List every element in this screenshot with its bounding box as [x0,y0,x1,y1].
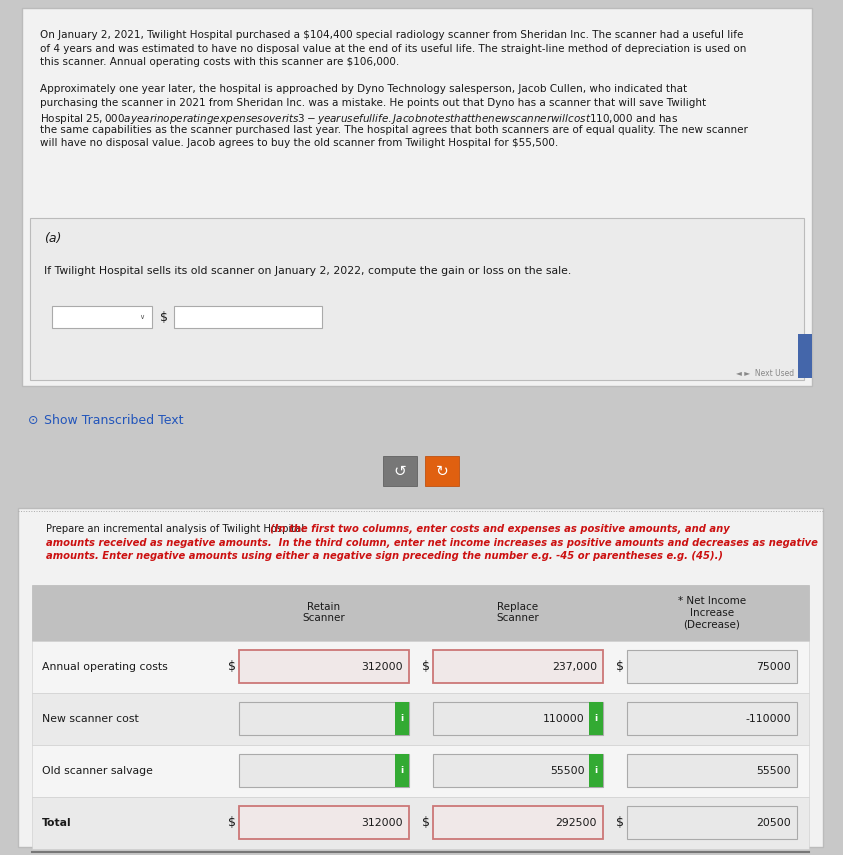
Text: i: i [400,766,404,775]
Bar [52,306,152,328]
Text: Replace
Scanner: Replace Scanner [497,602,540,623]
Text: ↻: ↻ [436,463,448,479]
Bar [18,508,823,847]
Text: Retain
Scanner: Retain Scanner [303,602,346,623]
Text: amounts. Enter negative amounts using either a negative sign preceding the numbe: amounts. Enter negative amounts using ei… [46,551,723,561]
Bar [798,334,812,378]
Bar [589,702,603,735]
Text: ∨: ∨ [139,314,144,320]
Bar [239,702,409,735]
Text: ◄ ►  Next Used: ◄ ► Next Used [736,369,794,378]
Text: $: $ [422,660,430,673]
Bar [395,754,409,787]
Bar [239,754,409,787]
Bar [627,650,797,683]
Bar [433,650,603,683]
Text: (a): (a) [44,232,62,245]
Text: this scanner. Annual operating costs with this scanner are $106,000.: this scanner. Annual operating costs wit… [40,57,400,67]
Bar [22,8,812,386]
Bar [395,702,409,735]
Text: Total: Total [42,817,72,828]
Text: -110000: -110000 [745,714,791,723]
Text: 55500: 55500 [756,765,791,775]
Text: $: $ [616,816,624,829]
Text: 55500: 55500 [550,765,585,775]
Text: $: $ [616,660,624,673]
Text: Hospital $25,000 a year in operating expenses over its 3-year useful life. Jacob: Hospital $25,000 a year in operating exp… [40,111,678,126]
Bar [30,218,804,380]
Text: Show Transcribed Text: Show Transcribed Text [44,414,184,427]
Text: will have no disposal value. Jacob agrees to buy the old scanner from Twilight H: will have no disposal value. Jacob agree… [40,139,558,149]
Bar [32,797,809,848]
Text: * Net Income
Increase
(Decrease): * Net Income Increase (Decrease) [678,596,746,629]
Text: i: i [400,714,404,723]
Text: amounts received as negative amounts.  In the third column, enter net income inc: amounts received as negative amounts. In… [46,538,818,547]
Bar [239,806,409,839]
Text: 237,000: 237,000 [552,662,597,671]
Text: Old scanner salvage: Old scanner salvage [42,765,153,775]
Text: 292500: 292500 [556,817,597,828]
Text: i: i [594,714,598,723]
Bar [627,702,797,735]
Text: $: $ [160,310,168,323]
Text: $: $ [228,816,236,829]
Bar [627,754,797,787]
Bar [239,650,409,683]
Bar [433,754,603,787]
Bar [425,456,459,486]
Bar [433,806,603,839]
Text: New scanner cost: New scanner cost [42,714,139,723]
Bar [383,456,417,486]
Text: ⊙: ⊙ [28,414,39,427]
Text: Annual operating costs: Annual operating costs [42,662,168,671]
Bar [32,693,809,745]
Bar [174,306,322,328]
Text: the same capabilities as the scanner purchased last year. The hospital agrees th: the same capabilities as the scanner pur… [40,125,748,135]
Text: Prepare an incremental analysis of Twilight Hospital.: Prepare an incremental analysis of Twili… [46,524,310,534]
Bar [627,806,797,839]
Text: purchasing the scanner in 2021 from Sheridan Inc. was a mistake. He points out t: purchasing the scanner in 2021 from Sher… [40,98,706,108]
Text: 110000: 110000 [543,714,585,723]
Bar [32,585,809,640]
Bar [32,640,809,693]
Text: If Twilight Hospital sells its old scanner on January 2, 2022, compute the gain : If Twilight Hospital sells its old scann… [44,266,572,276]
Text: i: i [594,766,598,775]
Bar [32,745,809,797]
Text: 75000: 75000 [756,662,791,671]
Text: (In the first two columns, enter costs and expenses as positive amounts, and any: (In the first two columns, enter costs a… [270,524,730,534]
Text: ↺: ↺ [394,463,406,479]
Text: 312000: 312000 [362,817,403,828]
Text: $: $ [228,660,236,673]
Text: On January 2, 2021, Twilight Hospital purchased a $104,400 special radiology sca: On January 2, 2021, Twilight Hospital pu… [40,30,744,40]
Bar [433,702,603,735]
Text: 20500: 20500 [756,817,791,828]
Text: Approximately one year later, the hospital is approached by Dyno Technology sale: Approximately one year later, the hospit… [40,85,687,95]
Text: 312000: 312000 [362,662,403,671]
Bar [589,754,603,787]
Text: $: $ [422,816,430,829]
Text: of 4 years and was estimated to have no disposal value at the end of its useful : of 4 years and was estimated to have no … [40,44,746,54]
